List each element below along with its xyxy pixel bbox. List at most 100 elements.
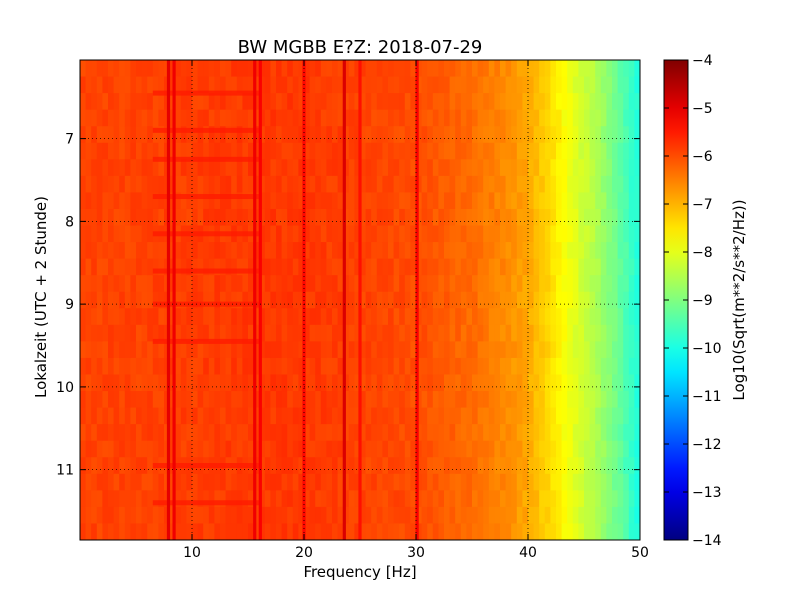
heatmap-cell <box>147 291 154 309</box>
heatmap-cell <box>516 242 523 260</box>
heatmap-cell <box>539 506 546 525</box>
heatmap-cell <box>438 60 445 78</box>
heatmap-cell <box>360 242 367 260</box>
heatmap-cell <box>522 192 529 210</box>
heatmap-cell <box>572 308 579 326</box>
heatmap-cell <box>371 291 378 309</box>
heatmap-cell <box>393 291 400 309</box>
heatmap-cell <box>449 473 456 491</box>
heatmap-cell <box>410 291 417 309</box>
heatmap-cell <box>326 440 333 458</box>
heatmap-cell <box>225 60 232 78</box>
heatmap-cell <box>130 60 137 78</box>
heatmap-cell <box>180 324 187 342</box>
heatmap-cell <box>130 391 137 409</box>
heatmap-cell <box>326 258 333 276</box>
colorbar-ticks: −4−5−6−7−8−9−10−11−12−13−14 <box>664 53 722 549</box>
heatmap-cell <box>438 93 445 111</box>
heatmap-cell <box>186 142 193 160</box>
heatmap-cell <box>91 60 98 78</box>
heatmap-cell <box>382 225 389 243</box>
heatmap-cell <box>606 523 613 540</box>
heatmap-cell <box>544 275 551 293</box>
heatmap-cell <box>539 225 546 243</box>
heatmap-cell <box>119 407 126 425</box>
heatmap-cell <box>623 506 630 525</box>
heatmap-cell <box>214 93 221 111</box>
heatmap-cell <box>466 242 473 260</box>
heatmap-cell <box>572 175 579 194</box>
heatmap-cell <box>388 490 395 508</box>
heatmap-cell <box>623 142 630 160</box>
heatmap-cell <box>332 242 339 260</box>
heatmap-cell <box>584 175 591 194</box>
heatmap-cell <box>225 258 232 276</box>
heatmap-cell <box>125 540 131 557</box>
heatmap-cell <box>388 208 395 227</box>
heatmap-cell <box>522 308 529 326</box>
heatmap-cell <box>186 275 193 293</box>
heatmap-cell <box>606 540 612 557</box>
heatmap-cell <box>388 275 395 293</box>
heatmap-cell <box>113 407 120 425</box>
heatmap-cell <box>354 60 361 78</box>
heatmap-cell <box>634 523 640 540</box>
heatmap-cell <box>136 126 143 144</box>
y-axis-label: Lokalzeit (UTC + 2 Stunde) <box>32 196 50 398</box>
heatmap-cell <box>472 324 479 342</box>
heatmap-cell <box>567 540 573 557</box>
heatmap-cell <box>572 424 579 442</box>
heatmap-cell <box>141 208 148 227</box>
heatmap-cell <box>119 93 126 111</box>
heatmap-cell <box>444 523 451 540</box>
heatmap-cell <box>147 457 154 475</box>
heatmap-cell <box>124 242 131 260</box>
heatmap-cell <box>147 473 154 491</box>
heatmap-cell <box>455 540 461 557</box>
heatmap-cell <box>343 540 349 557</box>
heatmap-cell <box>186 357 193 376</box>
heatmap-cell <box>612 506 619 525</box>
heatmap-cell <box>393 457 400 475</box>
heatmap-cell <box>466 407 473 425</box>
heatmap-cell <box>382 407 389 425</box>
heatmap-cell <box>141 76 148 94</box>
heatmap-cell <box>130 126 137 144</box>
heatmap-cell <box>281 159 288 177</box>
heatmap-cell <box>410 357 417 376</box>
heatmap-cell <box>337 159 344 177</box>
heatmap-cell <box>113 324 120 342</box>
heatmap-cell <box>91 457 98 475</box>
heatmap-cell <box>203 391 210 409</box>
heatmap-cell <box>404 258 411 276</box>
heatmap-cell <box>208 324 215 342</box>
heatmap-cell <box>466 324 473 342</box>
heatmap-cell <box>180 126 187 144</box>
heatmap-cell <box>376 308 383 326</box>
heatmap-cell <box>460 341 467 359</box>
heatmap-cell <box>360 407 367 425</box>
heatmap-cell <box>466 275 473 293</box>
heatmap-cell <box>432 109 439 127</box>
heatmap-cell <box>572 291 579 309</box>
heatmap-cell <box>382 424 389 442</box>
heatmap-cell <box>511 258 518 276</box>
heatmap-cell <box>113 159 120 177</box>
heatmap-cell <box>102 208 109 227</box>
heatmap-cell <box>130 440 137 458</box>
heatmap-cell <box>505 93 512 111</box>
heatmap-cell <box>617 308 624 326</box>
heatmap-cell <box>449 192 456 210</box>
heatmap-cell <box>449 60 456 78</box>
heatmap-cell <box>388 192 395 210</box>
heatmap-cell <box>416 490 423 508</box>
heatmap-cell <box>488 324 495 342</box>
heatmap-cell <box>259 523 266 540</box>
heatmap-cell <box>567 192 574 210</box>
heatmap-cell <box>606 490 613 508</box>
heatmap-cell <box>477 308 484 326</box>
chart-title: BW MGBB E?Z: 2018-07-29 <box>238 37 483 58</box>
heatmap-cell <box>628 225 635 243</box>
heatmap-cell <box>220 109 227 127</box>
